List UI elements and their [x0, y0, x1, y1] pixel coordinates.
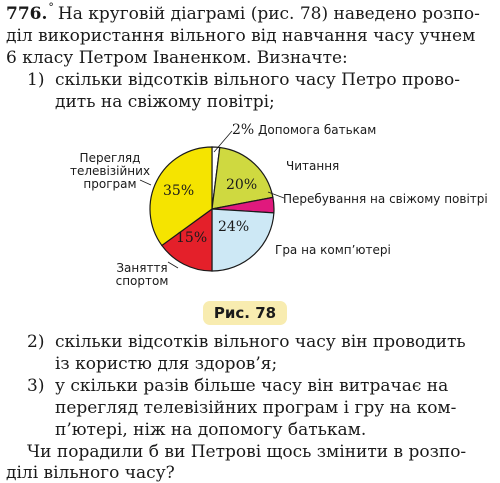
label-help-parents-text: Допомога батькам [258, 123, 377, 137]
leader-line-3 [139, 179, 152, 186]
q2-line-1: скільки відсотків вільного часу він пров… [55, 332, 466, 352]
q2-line-2: із користю для здоров’я; [55, 354, 278, 374]
intro-line-2: діл використання вільного від навчання ч… [6, 26, 476, 46]
label-reading: Читання [286, 159, 340, 173]
q3-line-3: п’ютері, ніж на допомогу батькам. [55, 420, 367, 440]
leader-line-0 [213, 130, 233, 153]
value-tv: 35% [163, 183, 195, 199]
intro-line-1: 776.° На круговій діаграмі (рис. 78) наве… [6, 1, 480, 26]
q3-marker: 3) [27, 376, 45, 396]
closing-line-2: ділі вільного часу? [6, 463, 175, 483]
problem-number: 776. [6, 4, 48, 24]
label-sports: Заняття спортом [115, 261, 169, 288]
q1-line-2: дить на свіжому повітрі; [55, 92, 275, 112]
label-tv: Перегляд телевізійних програм [69, 151, 151, 191]
leader-line-1 [267, 191, 285, 199]
difficulty-mark: ° [48, 1, 54, 14]
value-reading: 20% [226, 177, 258, 193]
intro-text-1: На круговій діаграмі (рис. 78) наведено … [57, 4, 480, 24]
pie-slice-5 [149, 146, 213, 247]
q3-line-1: у скільки разів більше часу він витрачає… [55, 376, 449, 396]
label-help-parents-value: 2% [232, 122, 255, 138]
closing-line-1: Чи порадили б ви Петрові щось змінити в … [27, 442, 467, 462]
value-sports: 15% [176, 230, 208, 246]
q1-line-1: скільки відсотків вільного часу Петро пр… [55, 70, 460, 90]
leader-line-2 [167, 261, 179, 269]
label-help-parents: 2% Допомога батькам [232, 122, 377, 138]
q3-line-2: перегляд телевізійних програм і гру на к… [55, 398, 457, 418]
pie-slice-4 [161, 207, 213, 272]
q1-marker: 1) [27, 70, 45, 90]
pie-slice-3 [211, 208, 275, 272]
q2-marker: 2) [27, 332, 45, 352]
label-outdoor: Перебування на свіжому повітрі [283, 192, 488, 206]
intro-line-3: 6 класу Петром Іваненком. Визначте: [6, 48, 348, 68]
figure-caption: Рис. 78 [203, 301, 287, 325]
label-computer: Гра на комп’ютері [275, 243, 391, 257]
value-computer: 24% [218, 219, 250, 235]
